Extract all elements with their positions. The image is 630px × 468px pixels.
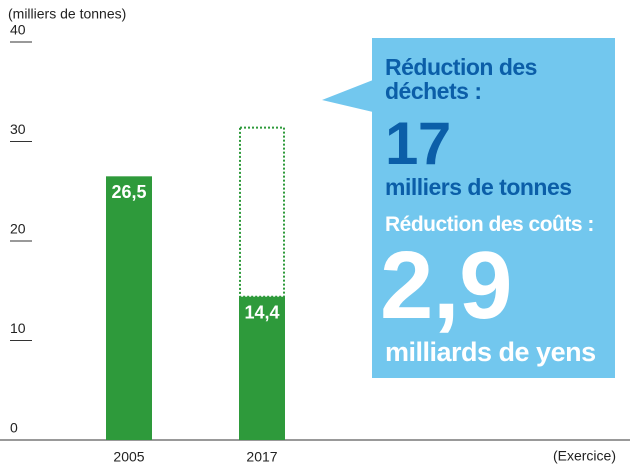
data-label: 14,4 xyxy=(244,302,279,322)
y-tick-label: 0 xyxy=(10,420,18,436)
bar xyxy=(106,176,152,440)
data-label: 26,5 xyxy=(111,182,146,202)
y-tick-label: 30 xyxy=(10,121,26,137)
callout-pointer xyxy=(322,80,373,112)
waste-value: 17 xyxy=(385,110,451,177)
reduction-segment xyxy=(239,126,285,298)
bar xyxy=(239,296,285,440)
cost-label: Réduction des coûts : xyxy=(385,213,594,236)
waste-unit: milliers de tonnes xyxy=(385,174,572,200)
y-tick-label: 40 xyxy=(10,22,26,38)
callout-box xyxy=(372,38,615,378)
x-tick-label: 2005 xyxy=(113,449,144,465)
cost-value: 2,9 xyxy=(380,232,512,339)
y-tick-label: 10 xyxy=(10,320,26,336)
cost-unit: milliards de yens xyxy=(385,337,596,367)
x-axis-label: (Exercice) xyxy=(553,448,616,464)
y-tick-label: 20 xyxy=(10,221,26,237)
unit-label: (milliers de tonnes) xyxy=(8,6,126,22)
x-tick-label: 2017 xyxy=(246,449,277,465)
waste-label: Réduction des déchets : xyxy=(385,54,537,105)
